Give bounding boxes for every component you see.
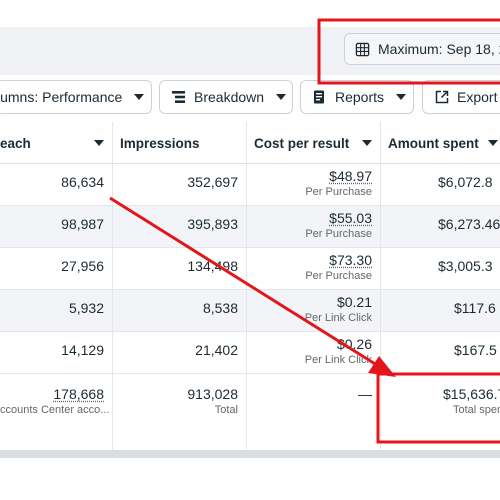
calendar-grid-icon [355,42,370,56]
cost-value[interactable]: $73.30 [329,252,372,268]
cost-type: Per Purchase [305,228,372,240]
cost-value[interactable]: $48.97 [329,168,372,184]
table-row[interactable]: 86,634 352,697 $48.97 Per Purchase $6,072… [0,164,500,206]
spent-value: $117.6 [454,300,496,316]
table-header-row: each Impressions Cost per result Amount … [0,122,500,164]
breakdown-label: Breakdown [194,89,265,105]
sort-caret-icon [488,140,498,146]
reach-cell: 14,129 [0,332,112,374]
cost-type: Per Link Click [304,312,372,324]
cost-value[interactable]: $55.03 [329,210,372,226]
reach-total-value[interactable]: 178,668 [53,386,104,402]
impressions-value: 134,498 [187,258,238,274]
column-header-amount-spent[interactable]: Amount spent [380,122,500,164]
reports-icon [314,90,324,104]
spent-value: $167.5 [454,342,497,358]
spent-value: $3,005.3 [438,258,493,274]
export-label: Export [457,89,498,105]
cost-cell: $55.03 Per Purchase [246,206,380,248]
reach-value: 27,956 [61,258,104,274]
column-divider [112,122,113,450]
impressions-cell: 352,697 [112,164,246,206]
cost-type: Per Purchase [305,186,372,198]
reach-cell: 98,987 [0,206,112,248]
impressions-total-cell: 913,028 Total [112,376,246,450]
reach-value: 86,634 [61,174,104,190]
impressions-value: 395,893 [187,216,238,232]
reach-value: 98,987 [61,216,104,232]
table-row[interactable]: 27,956 134,498 $73.30 Per Purchase $3,005… [0,248,500,290]
cost-cell: $0.26 Per Link Click [246,332,380,374]
columns-dropdown[interactable]: lumns: Performance [0,80,152,114]
spent-total-value: $15,636.7 [443,386,500,402]
export-button[interactable]: Export [422,80,500,114]
cost-cell: $48.97 Per Purchase [246,164,380,206]
reach-value: 14,129 [61,342,104,358]
reach-cell: 86,634 [0,164,112,206]
chevron-down-icon [396,94,407,100]
impressions-cell: 134,498 [112,248,246,290]
table-row[interactable]: 98,987 395,893 $55.03 Per Purchase $6,273… [0,206,500,248]
cost-total-value: — [358,386,372,402]
column-header-label: Impressions [120,135,200,151]
column-header-impressions[interactable]: Impressions [112,122,246,164]
columns-label: lumns: Performance [0,89,123,105]
column-divider [246,122,247,450]
impressions-value: 21,402 [195,342,238,358]
impressions-cell: 395,893 [112,206,246,248]
spent-total-cell: $15,636.7 Total spen [380,376,500,450]
table-row[interactable]: 5,932 8,538 $0.21 Per Link Click $117.6 [0,290,500,332]
spent-cell: $3,005.3 [380,248,500,290]
impressions-cell: 21,402 [112,332,246,374]
reach-cell: 5,932 [0,290,112,332]
column-divider [380,122,381,450]
bottom-border [0,450,500,458]
spent-cell: $6,072.8 [380,164,500,206]
spent-value: $6,072.8 [438,174,493,190]
reports-dropdown[interactable]: Reports [300,80,414,114]
reach-total-sub: ccounts Center acco... [0,404,110,416]
results-table: each Impressions Cost per result Amount … [0,122,500,450]
sort-caret-icon [362,140,372,146]
reach-total-cell: 178,668 ccounts Center acco... [0,376,112,450]
impressions-value: 352,697 [187,174,238,190]
spent-cell: $6,273.46 [380,206,500,248]
column-header-label: Cost per result [254,135,350,151]
cost-total-cell: — [246,376,380,450]
impressions-total-value: 913,028 [187,386,238,402]
totals-row: 178,668 ccounts Center acco... 913,028 T… [0,376,500,450]
column-header-label: each [0,135,31,151]
impressions-value: 8,538 [202,300,238,316]
chevron-down-icon [134,94,145,100]
reach-value: 5,932 [68,300,104,316]
reports-label: Reports [335,89,385,105]
impressions-total-sub: Total [214,404,238,416]
chevron-down-icon [276,94,287,100]
date-range-button[interactable]: Maximum: Sep 18, 20 [344,33,500,65]
export-icon [435,90,449,104]
cost-cell: $0.21 Per Link Click [246,290,380,332]
cost-cell: $73.30 Per Purchase [246,248,380,290]
column-header-cost-per-result[interactable]: Cost per result [246,122,380,164]
impressions-cell: 8,538 [112,290,246,332]
date-range-label: Maximum: Sep 18, 20 [378,41,500,57]
sort-caret-icon [94,140,104,146]
column-header-reach[interactable]: each [0,122,112,164]
table-row[interactable]: 14,129 21,402 $0.26 Per Link Click $167.5 [0,332,500,374]
breakdown-dropdown[interactable]: Breakdown [159,80,293,114]
spent-total-sub: Total spen [453,404,500,416]
spent-value: $6,273.46 [438,216,500,232]
cost-value: $0.26 [336,336,372,352]
cost-value: $0.21 [336,294,372,310]
spent-cell: $117.6 [380,290,500,332]
breakdown-icon [172,91,185,103]
spent-cell: $167.5 [380,332,500,374]
cost-type: Per Link Click [304,354,372,366]
reach-cell: 27,956 [0,248,112,290]
column-header-label: Amount spent [388,135,479,151]
cost-type: Per Purchase [305,270,372,282]
